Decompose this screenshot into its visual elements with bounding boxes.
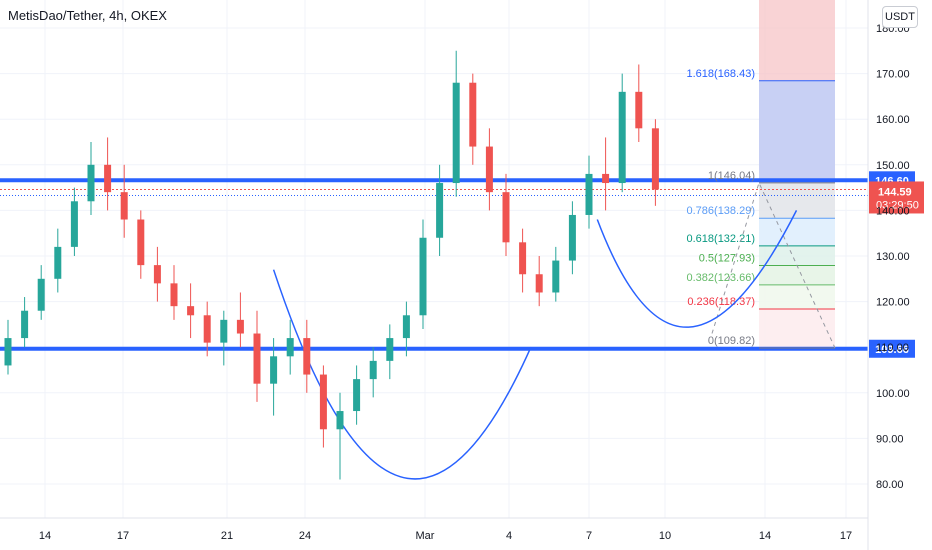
price-tick-label: 130.00 (876, 251, 910, 263)
risk-reward-zones (759, 0, 835, 349)
price-tick-label: 80.00 (876, 479, 904, 491)
candle-body (104, 164, 112, 193)
candle-body (651, 128, 659, 190)
candle-body (220, 319, 228, 343)
time-tick-label: 14 (39, 530, 51, 542)
candle-body (402, 315, 410, 339)
fib-band (759, 284, 835, 310)
candle-body (485, 146, 493, 193)
countdown-label: 03:29:50 (876, 199, 919, 211)
candle-body (419, 237, 427, 316)
candle-body (519, 242, 527, 275)
fib-label: 0.382(123.66) (687, 272, 756, 284)
price-tick-label: 110.00 (876, 342, 909, 354)
cup-arc-right (596, 210, 798, 328)
candle-body (436, 183, 444, 238)
fib-label: 0.618(132.21) (687, 233, 756, 245)
time-tick-label: 17 (117, 530, 129, 542)
time-axis: 14 17 21 24 Mar 4 7 10 14 17 (0, 517, 868, 542)
fib-label: 0.236(118.37) (687, 296, 755, 308)
price-tick-label: 100.00 (876, 388, 910, 400)
price-tick-label: 120.00 (876, 297, 910, 309)
fib-band (759, 265, 835, 285)
candle-body (4, 338, 12, 366)
candle-body (585, 173, 593, 215)
candle-body (469, 82, 477, 147)
candle-body (236, 319, 244, 334)
fib-band (759, 218, 835, 246)
candle-body (187, 306, 195, 316)
price-axis: 180.00170.00160.00150.00140.00130.00120.… (867, 0, 910, 550)
fib-label: 1(146.04) (708, 170, 755, 182)
candle-body (535, 274, 543, 293)
price-tick-label: 140.00 (876, 205, 910, 217)
fib-label: 0.786(138.29) (687, 205, 756, 217)
candle-body (37, 278, 45, 311)
time-tick-label: 10 (659, 530, 671, 542)
price-tick-label: 160.00 (876, 114, 910, 126)
candle-body (369, 360, 377, 380)
candle-body (153, 265, 161, 284)
candle-body (618, 91, 626, 184)
time-tick-label: 7 (586, 530, 592, 542)
candle-body (602, 173, 610, 184)
price-tick-label: 150.00 (876, 160, 910, 172)
candle-body (452, 82, 460, 184)
currency-button[interactable]: USDT (882, 6, 918, 28)
level-tag-label: 109.66 (875, 344, 909, 356)
fib-band (759, 309, 835, 349)
candle-body (353, 379, 361, 412)
candle-body (386, 338, 394, 361)
target-zone (759, 80, 835, 183)
candle-body (170, 283, 178, 307)
candle-body (120, 192, 128, 220)
candle-body (635, 91, 643, 129)
candle-body (21, 310, 29, 339)
candles (4, 50, 659, 480)
fib-label: 0.5(127.93) (699, 252, 755, 264)
candle-body (70, 201, 78, 247)
candle-body (87, 164, 95, 202)
candle-body (568, 214, 576, 261)
price-tick-label: 90.00 (876, 433, 904, 445)
grid (0, 0, 868, 518)
level-price-tag: 109.66 (869, 339, 915, 358)
candle-body (253, 333, 261, 384)
time-tick-label: 24 (299, 530, 311, 542)
level-tag-bg (869, 339, 915, 358)
time-tick-label: 17 (840, 530, 852, 542)
candle-body (336, 411, 344, 430)
candle-body (552, 260, 560, 293)
last-price-label: 144.59 (878, 186, 912, 198)
candle-body (270, 356, 278, 384)
fib-label: 1.618(168.43) (687, 68, 756, 80)
candle-body (286, 338, 294, 357)
price-tick-label: 170.00 (876, 69, 910, 81)
time-tick-label: Mar (416, 530, 435, 542)
candle-body (137, 219, 145, 266)
candle-body (502, 192, 510, 243)
candle-body (203, 315, 211, 343)
candle-body (54, 246, 62, 279)
candle-body (303, 338, 311, 375)
candle-body (319, 374, 327, 430)
time-tick-label: 4 (506, 530, 512, 542)
fib-band (759, 245, 835, 266)
time-tick-label: 14 (759, 530, 771, 542)
symbol-title[interactable]: MetisDao/Tether, 4h, OKEX (8, 8, 167, 23)
time-tick-label: 21 (221, 530, 233, 542)
last-price-tag (869, 181, 924, 214)
fib-band (759, 182, 835, 219)
fib-label: 0(109.82) (708, 335, 755, 347)
cup-arc-left (272, 269, 532, 480)
